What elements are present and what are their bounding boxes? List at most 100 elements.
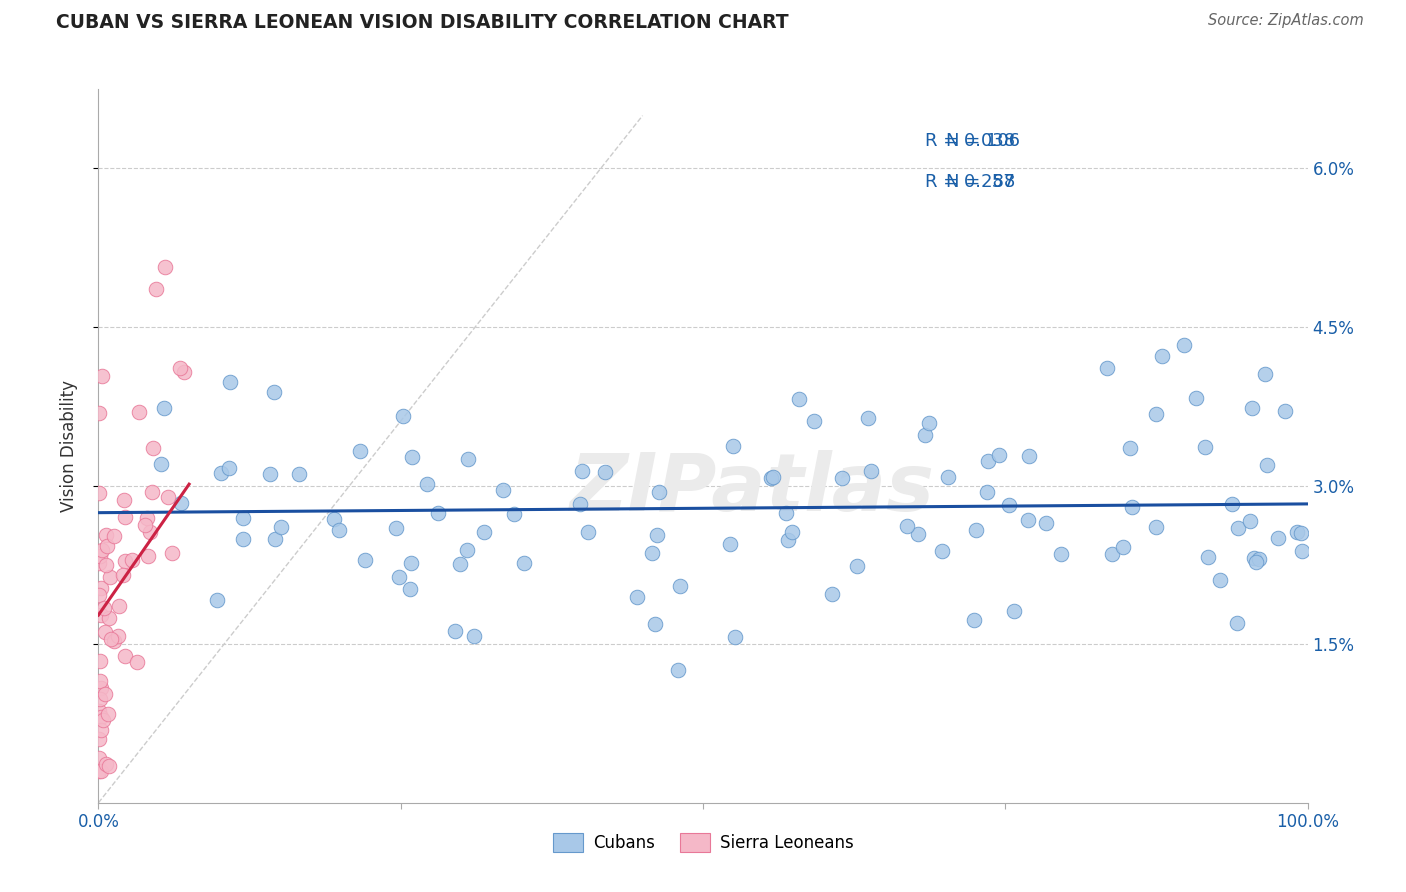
Point: [723, 438, 745, 452]
Point: [139, 525, 162, 540]
Point: [1121, 500, 1143, 515]
Point: [169, 496, 191, 510]
Point: [644, 617, 666, 632]
Point: [94, 757, 117, 772]
Point: [668, 579, 690, 593]
Point: [259, 467, 281, 481]
Point: [845, 558, 868, 573]
Point: [136, 549, 159, 563]
Point: [858, 411, 880, 425]
Point: [1267, 531, 1289, 545]
Point: [1227, 521, 1250, 535]
Point: [907, 527, 929, 541]
Point: [209, 466, 232, 480]
Point: [998, 498, 1021, 512]
Point: [349, 444, 371, 458]
Point: [94, 687, 117, 701]
Point: [399, 582, 422, 596]
Point: [491, 483, 513, 498]
Point: [90, 710, 112, 724]
Point: [1286, 525, 1309, 540]
Text: CUBAN VS SIERRA LEONEAN VISION DISABILITY CORRELATION CHART: CUBAN VS SIERRA LEONEAN VISION DISABILIT…: [56, 13, 789, 32]
Point: [90, 681, 112, 696]
Point: [1197, 549, 1219, 564]
Point: [169, 361, 191, 376]
Point: [103, 634, 125, 648]
Point: [1095, 361, 1118, 376]
Point: [1144, 408, 1167, 422]
Point: [936, 469, 959, 483]
Point: [1209, 573, 1232, 587]
Point: [112, 492, 135, 507]
Point: [1274, 404, 1296, 418]
Point: [90, 608, 112, 623]
Point: [89, 691, 111, 706]
Point: [263, 532, 285, 546]
Point: [1119, 442, 1142, 456]
Point: [831, 471, 853, 485]
Point: [666, 663, 689, 677]
Point: [1291, 525, 1313, 540]
Legend: Cubans, Sierra Leoneans: Cubans, Sierra Leoneans: [546, 826, 860, 859]
Text: Source: ZipAtlas.com: Source: ZipAtlas.com: [1208, 13, 1364, 29]
Point: [1173, 338, 1195, 352]
Point: [1050, 547, 1073, 561]
Point: [89, 654, 111, 668]
Point: [107, 629, 129, 643]
Point: [399, 557, 422, 571]
Text: R = 0.038: R = 0.038: [925, 133, 1015, 151]
Point: [218, 375, 240, 389]
Point: [232, 510, 254, 524]
Point: [93, 601, 115, 615]
Point: [1002, 604, 1025, 618]
Point: [100, 632, 122, 647]
Point: [128, 405, 150, 419]
Point: [87, 751, 110, 765]
Point: [569, 497, 592, 511]
Point: [1247, 551, 1270, 566]
Point: [103, 529, 125, 543]
Point: [914, 428, 936, 442]
Point: [976, 484, 998, 499]
Point: [1101, 547, 1123, 561]
Point: [125, 655, 148, 669]
Point: [456, 543, 478, 558]
Point: [1111, 540, 1133, 554]
Point: [641, 546, 664, 560]
Point: [789, 392, 811, 406]
Point: [965, 523, 987, 537]
Point: [443, 624, 465, 638]
Text: R = 0.288: R = 0.288: [925, 173, 1015, 191]
Point: [97, 707, 120, 722]
Point: [457, 451, 479, 466]
Point: [94, 625, 117, 640]
Point: [136, 511, 159, 525]
Point: [578, 524, 600, 539]
Point: [1254, 368, 1277, 382]
Point: [145, 282, 167, 296]
Point: [503, 507, 526, 521]
Point: [90, 723, 112, 738]
Text: N = 106: N = 106: [946, 133, 1021, 151]
Point: [353, 552, 375, 566]
Point: [108, 599, 131, 613]
Point: [860, 463, 883, 477]
Point: [1241, 401, 1264, 415]
Point: [270, 520, 292, 534]
Point: [988, 448, 1011, 462]
Point: [89, 486, 111, 500]
Point: [114, 649, 136, 664]
Point: [1244, 555, 1267, 569]
Point: [112, 568, 135, 582]
Point: [263, 384, 285, 399]
Point: [648, 484, 671, 499]
Point: [153, 260, 176, 275]
Point: [401, 450, 423, 465]
Point: [780, 525, 803, 540]
Point: [385, 520, 408, 534]
Point: [150, 457, 173, 471]
Point: [89, 406, 111, 420]
Point: [232, 532, 254, 546]
Point: [141, 485, 163, 500]
Point: [89, 704, 111, 718]
